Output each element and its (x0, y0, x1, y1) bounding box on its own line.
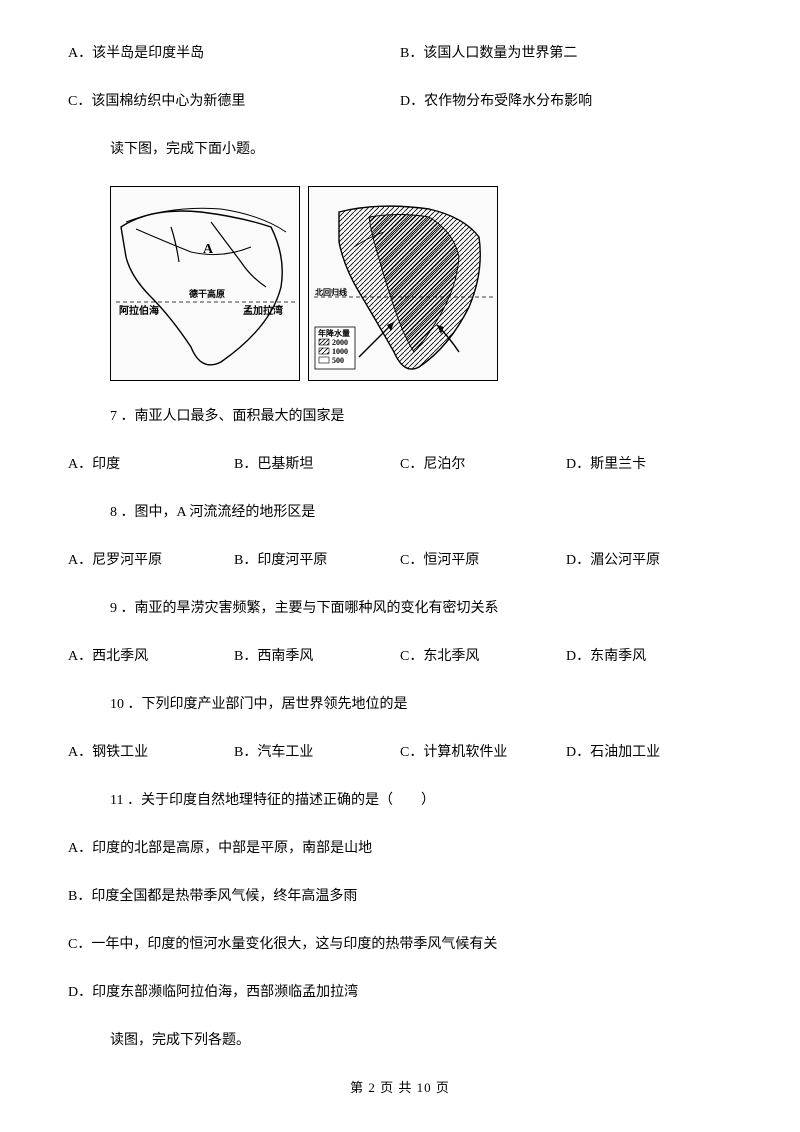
q8-stem: 8 ．图中，A 河流流经的地形区是 (68, 501, 732, 521)
q10-option-b[interactable]: B．汽车工业 (234, 741, 400, 761)
q11-option-d[interactable]: D．印度东部濒临阿拉伯海，西部濒临孟加拉湾 (68, 981, 732, 1001)
q6-option-d[interactable]: D．农作物分布受降水分布影响 (400, 90, 732, 110)
instruction-2: 读图，完成下列各题。 (68, 1029, 732, 1049)
q7-option-c[interactable]: C．尼泊尔 (400, 453, 566, 473)
q10-option-d[interactable]: D．石油加工业 (566, 741, 732, 761)
q6-option-a[interactable]: A．该半岛是印度半岛 (68, 42, 400, 62)
q8-option-c[interactable]: C．恒河平原 (400, 549, 566, 569)
legend-1: 2000 (332, 338, 348, 347)
page-footer: 第 2 页 共 10 页 (0, 1077, 800, 1096)
q9-option-c[interactable]: C．东北季风 (400, 645, 566, 665)
map-left: 阿拉伯海 孟加拉湾 德干高原 A 南亚地形图 (110, 186, 300, 381)
figure-group: 阿拉伯海 孟加拉湾 德干高原 A 南亚地形图 (68, 186, 732, 381)
label-tropic: 北回归线 (315, 287, 347, 298)
instruction-1: 读下图，完成下面小题。 (68, 138, 732, 158)
label-deccan: 德干高原 (189, 287, 225, 300)
q11-option-c[interactable]: C．一年中，印度的恒河水量变化很大，这与印度的热带季风气候有关 (68, 933, 732, 953)
q6-option-b[interactable]: B．该国人口数量为世界第二 (400, 42, 732, 62)
q9-option-d[interactable]: D．东南季风 (566, 645, 732, 665)
q8-option-b[interactable]: B．印度河平原 (234, 549, 400, 569)
label-a-river: A (203, 242, 213, 258)
q7-option-d[interactable]: D．斯里兰卡 (566, 453, 732, 473)
q10-option-a[interactable]: A．钢铁工业 (68, 741, 234, 761)
map-right: 年降水量 2000 1000 500 北回归线 南亚夏季季风和降水量分布图 (308, 186, 498, 381)
q11-stem: 11 ．关于印度自然地理特征的描述正确的是（ ） (68, 789, 732, 809)
q7-option-b[interactable]: B．巴基斯坦 (234, 453, 400, 473)
q9-option-a[interactable]: A．西北季风 (68, 645, 234, 665)
q11-option-b[interactable]: B．印度全国都是热带季风气候，终年高温多雨 (68, 885, 732, 905)
q9-stem: 9 ．南亚的旱涝灾害频繁，主要与下面哪种风的变化有密切关系 (68, 597, 732, 617)
q6-option-c[interactable]: C．该国棉纺织中心为新德里 (68, 90, 400, 110)
legend-3: 500 (332, 356, 344, 365)
q11-option-a[interactable]: A．印度的北部是高原，中部是平原，南部是山地 (68, 837, 732, 857)
label-arabia: 阿拉伯海 (119, 302, 159, 317)
q10-option-c[interactable]: C．计算机软件业 (400, 741, 566, 761)
q8-option-a[interactable]: A．尼罗河平原 (68, 549, 234, 569)
q10-stem: 10 ．下列印度产业部门中，居世界领先地位的是 (68, 693, 732, 713)
q7-option-a[interactable]: A．印度 (68, 453, 234, 473)
label-ganges: 孟加拉湾 (243, 302, 283, 317)
q7-stem: 7 ．南亚人口最多、面积最大的国家是 (68, 405, 732, 425)
q9-option-b[interactable]: B．西南季风 (234, 645, 400, 665)
legend-2: 1000 (332, 347, 348, 356)
q8-option-d[interactable]: D．湄公河平原 (566, 549, 732, 569)
